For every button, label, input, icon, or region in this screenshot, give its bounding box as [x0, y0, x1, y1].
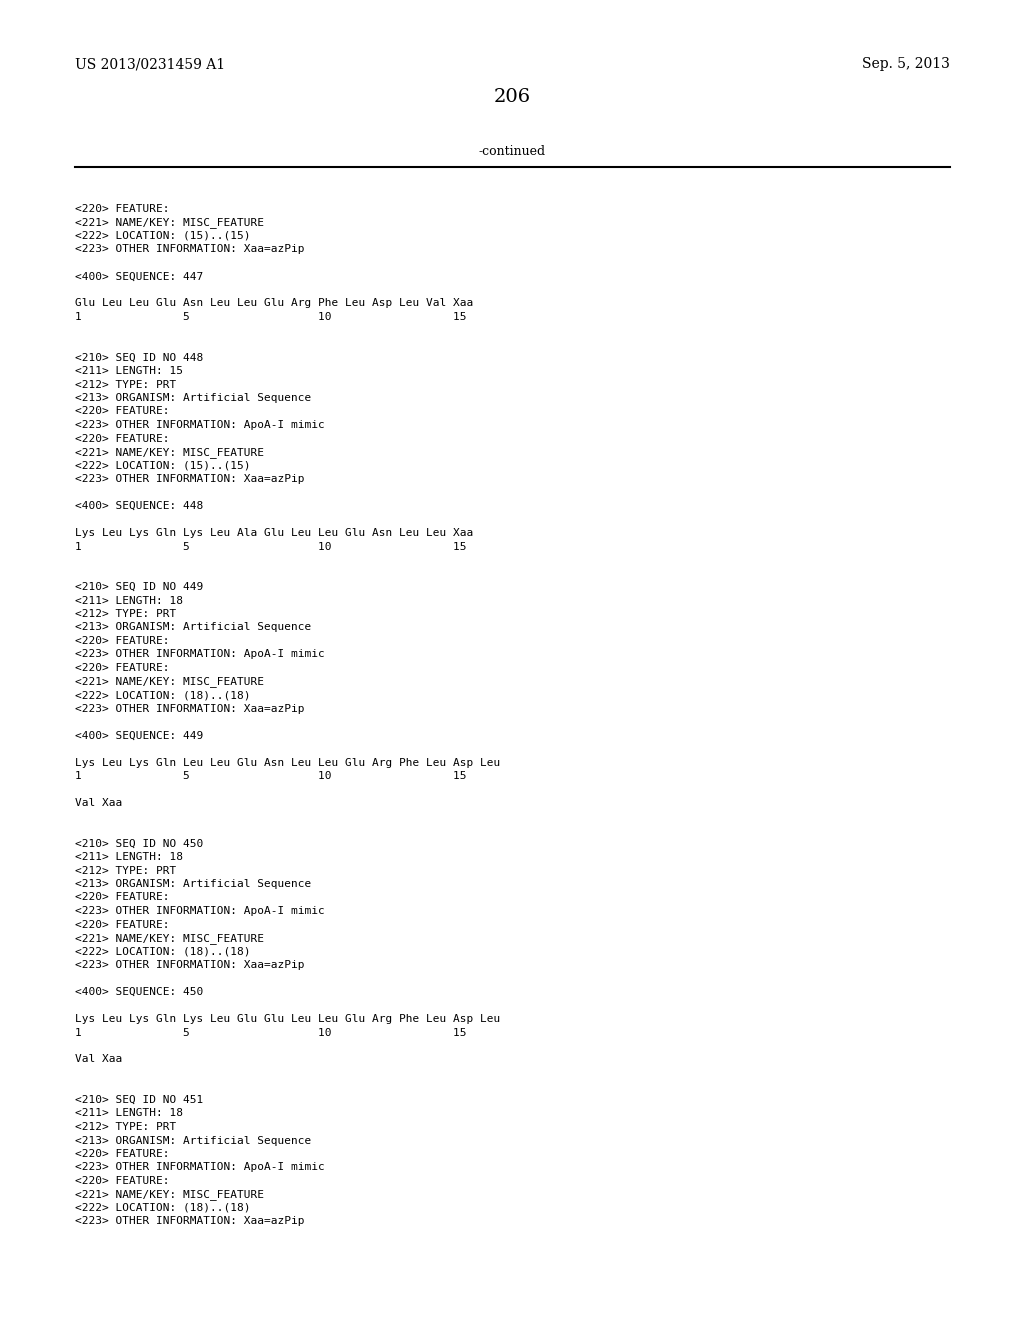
Text: <223> OTHER INFORMATION: Xaa=azPip: <223> OTHER INFORMATION: Xaa=azPip [75, 960, 304, 970]
Text: <220> FEATURE:: <220> FEATURE: [75, 205, 170, 214]
Text: Sep. 5, 2013: Sep. 5, 2013 [862, 57, 950, 71]
Text: <400> SEQUENCE: 448: <400> SEQUENCE: 448 [75, 502, 203, 511]
Text: <220> FEATURE:: <220> FEATURE: [75, 433, 170, 444]
Text: <221> NAME/KEY: MISC_FEATURE: <221> NAME/KEY: MISC_FEATURE [75, 1189, 264, 1200]
Text: <222> LOCATION: (18)..(18): <222> LOCATION: (18)..(18) [75, 946, 251, 957]
Text: <213> ORGANISM: Artificial Sequence: <213> ORGANISM: Artificial Sequence [75, 1135, 311, 1146]
Text: <211> LENGTH: 18: <211> LENGTH: 18 [75, 851, 183, 862]
Text: <210> SEQ ID NO 448: <210> SEQ ID NO 448 [75, 352, 203, 363]
Text: <220> FEATURE:: <220> FEATURE: [75, 636, 170, 645]
Text: <211> LENGTH: 18: <211> LENGTH: 18 [75, 595, 183, 606]
Text: <210> SEQ ID NO 451: <210> SEQ ID NO 451 [75, 1096, 203, 1105]
Text: 1               5                   10                  15: 1 5 10 15 [75, 541, 467, 552]
Text: US 2013/0231459 A1: US 2013/0231459 A1 [75, 57, 225, 71]
Text: Val Xaa: Val Xaa [75, 1055, 122, 1064]
Text: <221> NAME/KEY: MISC_FEATURE: <221> NAME/KEY: MISC_FEATURE [75, 218, 264, 228]
Text: <212> TYPE: PRT: <212> TYPE: PRT [75, 1122, 176, 1133]
Text: <211> LENGTH: 18: <211> LENGTH: 18 [75, 1109, 183, 1118]
Text: 206: 206 [494, 88, 530, 106]
Text: <213> ORGANISM: Artificial Sequence: <213> ORGANISM: Artificial Sequence [75, 623, 311, 632]
Text: <212> TYPE: PRT: <212> TYPE: PRT [75, 609, 176, 619]
Text: <223> OTHER INFORMATION: Xaa=azPip: <223> OTHER INFORMATION: Xaa=azPip [75, 1217, 304, 1226]
Text: <213> ORGANISM: Artificial Sequence: <213> ORGANISM: Artificial Sequence [75, 393, 311, 403]
Text: <220> FEATURE:: <220> FEATURE: [75, 407, 170, 417]
Text: <223> OTHER INFORMATION: Xaa=azPip: <223> OTHER INFORMATION: Xaa=azPip [75, 704, 304, 714]
Text: <221> NAME/KEY: MISC_FEATURE: <221> NAME/KEY: MISC_FEATURE [75, 676, 264, 688]
Text: Lys Leu Lys Gln Lys Leu Glu Glu Leu Leu Glu Arg Phe Leu Asp Leu: Lys Leu Lys Gln Lys Leu Glu Glu Leu Leu … [75, 1014, 501, 1024]
Text: <221> NAME/KEY: MISC_FEATURE: <221> NAME/KEY: MISC_FEATURE [75, 933, 264, 944]
Text: <212> TYPE: PRT: <212> TYPE: PRT [75, 866, 176, 875]
Text: Glu Leu Leu Glu Asn Leu Leu Glu Arg Phe Leu Asp Leu Val Xaa: Glu Leu Leu Glu Asn Leu Leu Glu Arg Phe … [75, 298, 473, 309]
Text: Val Xaa: Val Xaa [75, 799, 122, 808]
Text: Lys Leu Lys Gln Lys Leu Ala Glu Leu Leu Glu Asn Leu Leu Xaa: Lys Leu Lys Gln Lys Leu Ala Glu Leu Leu … [75, 528, 473, 539]
Text: <220> FEATURE:: <220> FEATURE: [75, 920, 170, 929]
Text: <400> SEQUENCE: 447: <400> SEQUENCE: 447 [75, 272, 203, 281]
Text: <212> TYPE: PRT: <212> TYPE: PRT [75, 380, 176, 389]
Text: 1               5                   10                  15: 1 5 10 15 [75, 1027, 467, 1038]
Text: <211> LENGTH: 15: <211> LENGTH: 15 [75, 366, 183, 376]
Text: -continued: -continued [478, 145, 546, 158]
Text: <213> ORGANISM: Artificial Sequence: <213> ORGANISM: Artificial Sequence [75, 879, 311, 888]
Text: <400> SEQUENCE: 449: <400> SEQUENCE: 449 [75, 730, 203, 741]
Text: 1               5                   10                  15: 1 5 10 15 [75, 312, 467, 322]
Text: <210> SEQ ID NO 449: <210> SEQ ID NO 449 [75, 582, 203, 591]
Text: <222> LOCATION: (15)..(15): <222> LOCATION: (15)..(15) [75, 461, 251, 470]
Text: <400> SEQUENCE: 450: <400> SEQUENCE: 450 [75, 987, 203, 997]
Text: <223> OTHER INFORMATION: Xaa=azPip: <223> OTHER INFORMATION: Xaa=azPip [75, 244, 304, 255]
Text: <220> FEATURE:: <220> FEATURE: [75, 1148, 170, 1159]
Text: <223> OTHER INFORMATION: Xaa=azPip: <223> OTHER INFORMATION: Xaa=azPip [75, 474, 304, 484]
Text: <220> FEATURE:: <220> FEATURE: [75, 892, 170, 903]
Text: <220> FEATURE:: <220> FEATURE: [75, 1176, 170, 1185]
Text: Lys Leu Lys Gln Leu Leu Glu Asn Leu Leu Glu Arg Phe Leu Asp Leu: Lys Leu Lys Gln Leu Leu Glu Asn Leu Leu … [75, 758, 501, 767]
Text: <223> OTHER INFORMATION: ApoA-I mimic: <223> OTHER INFORMATION: ApoA-I mimic [75, 906, 325, 916]
Text: <223> OTHER INFORMATION: ApoA-I mimic: <223> OTHER INFORMATION: ApoA-I mimic [75, 1163, 325, 1172]
Text: <222> LOCATION: (15)..(15): <222> LOCATION: (15)..(15) [75, 231, 251, 242]
Text: <222> LOCATION: (18)..(18): <222> LOCATION: (18)..(18) [75, 690, 251, 700]
Text: <221> NAME/KEY: MISC_FEATURE: <221> NAME/KEY: MISC_FEATURE [75, 447, 264, 458]
Text: <220> FEATURE:: <220> FEATURE: [75, 663, 170, 673]
Text: <210> SEQ ID NO 450: <210> SEQ ID NO 450 [75, 838, 203, 849]
Text: 1               5                   10                  15: 1 5 10 15 [75, 771, 467, 781]
Text: <222> LOCATION: (18)..(18): <222> LOCATION: (18)..(18) [75, 1203, 251, 1213]
Text: <223> OTHER INFORMATION: ApoA-I mimic: <223> OTHER INFORMATION: ApoA-I mimic [75, 649, 325, 660]
Text: <223> OTHER INFORMATION: ApoA-I mimic: <223> OTHER INFORMATION: ApoA-I mimic [75, 420, 325, 430]
